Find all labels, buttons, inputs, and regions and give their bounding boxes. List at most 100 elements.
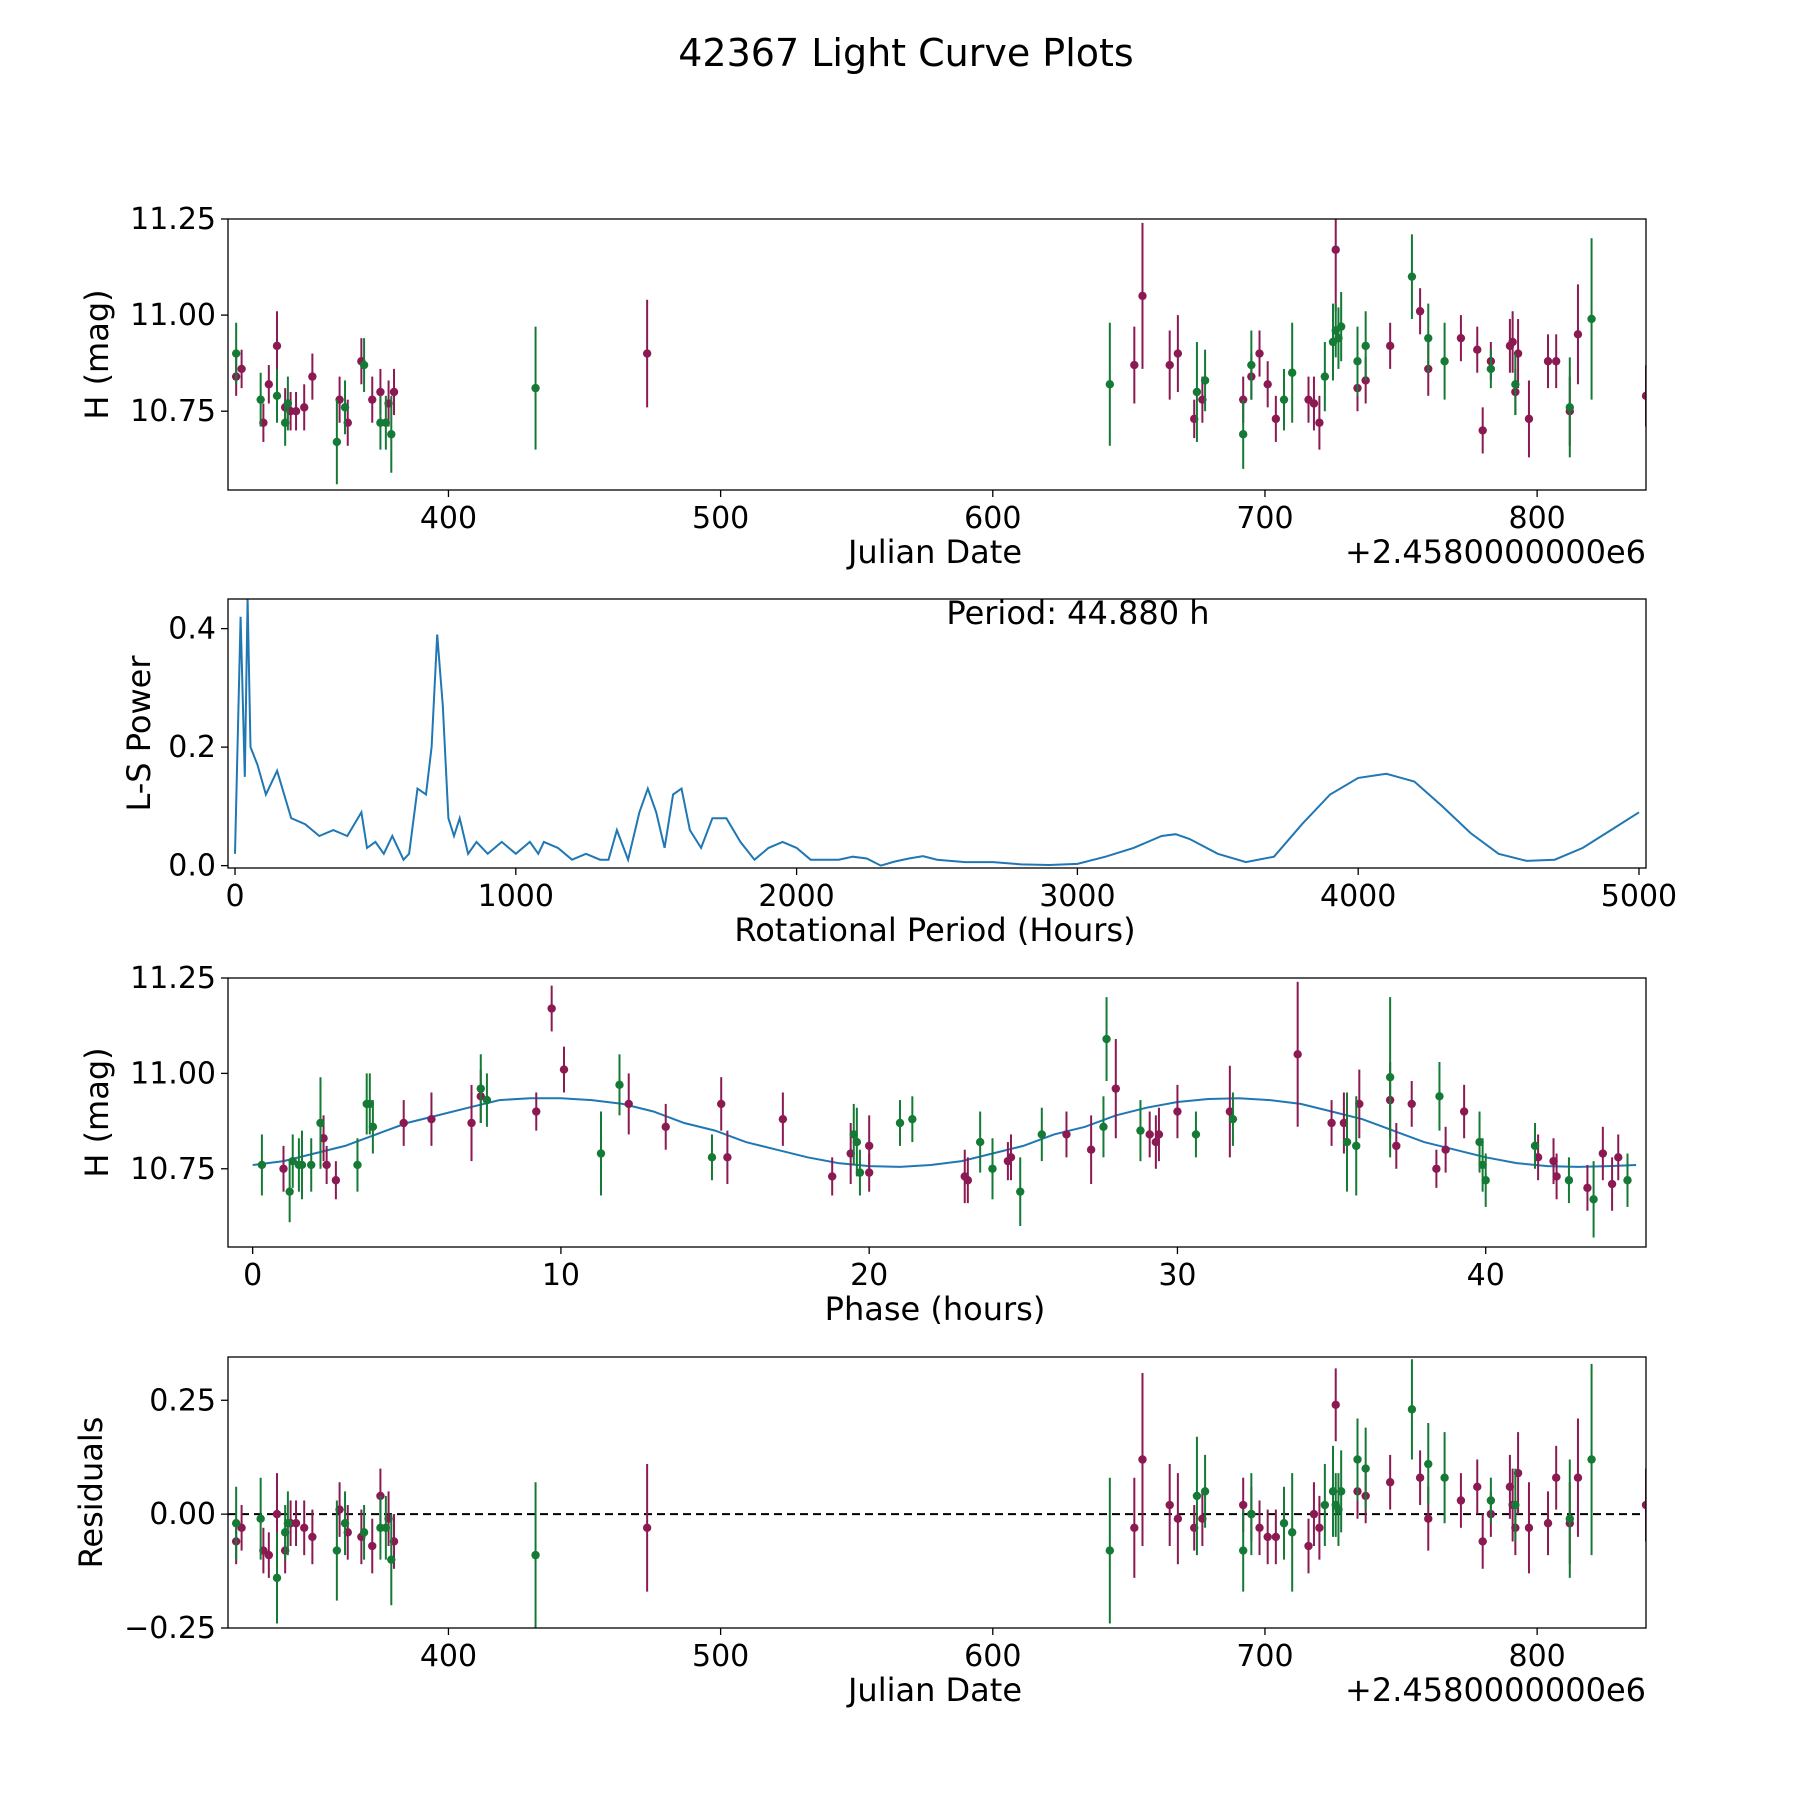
data-point-magenta (308, 1509, 317, 1565)
data-point-magenta (1614, 1134, 1623, 1181)
data-point-magenta (1473, 1459, 1482, 1515)
data-point-magenta (1473, 326, 1482, 373)
data-point-green (340, 380, 350, 435)
data-point-green (368, 1100, 378, 1154)
data-point-green (332, 399, 342, 485)
marker (1062, 1130, 1071, 1139)
data-point-green (340, 1491, 350, 1556)
data-point-magenta (368, 376, 377, 423)
marker (1111, 1084, 1120, 1093)
marker (1587, 314, 1596, 324)
marker (1353, 1455, 1362, 1464)
marker (1352, 1141, 1361, 1151)
marker (1099, 1122, 1108, 1132)
data-point-green (1247, 330, 1256, 400)
marker (1432, 1164, 1441, 1173)
fit-curve (252, 1097, 1637, 1168)
marker (1154, 1130, 1164, 1139)
data-point-green (285, 1161, 294, 1223)
data-point-magenta (1271, 395, 1281, 442)
y-tick-label: 10.75 (130, 394, 216, 429)
data-point-magenta (1130, 326, 1139, 404)
marker (1293, 1050, 1302, 1059)
marker (359, 1528, 369, 1537)
data-point-magenta (963, 1157, 973, 1204)
data-point-green (1511, 353, 1520, 416)
data-point-magenta (264, 365, 274, 404)
data-point-magenta (1165, 1464, 1174, 1547)
marker (1424, 1514, 1433, 1523)
period-annotation: Period: 44.880 h (946, 594, 1209, 632)
data-point-green (1440, 322, 1449, 400)
marker (340, 1519, 350, 1528)
data-point-green (387, 395, 396, 473)
data-point-green (1037, 1107, 1047, 1162)
data-point-magenta (1392, 1122, 1401, 1169)
data-point-magenta (1573, 1418, 1583, 1537)
marker (316, 1118, 325, 1128)
axes-frame (227, 1356, 1647, 1629)
data-point-green (596, 1111, 606, 1196)
residuals-panel: 400 500 600 700 800 −0.25 0.00 0.25 Julian Date R… (72, 1356, 1647, 1709)
marker (353, 1160, 362, 1170)
marker (1086, 1145, 1096, 1154)
marker (272, 341, 282, 351)
marker (1623, 1176, 1632, 1185)
marker (1130, 1523, 1139, 1532)
x-tick-label: 400 (420, 501, 477, 536)
data-point-green (256, 372, 265, 427)
marker (283, 1519, 293, 1528)
marker (1105, 380, 1115, 389)
data-point-green (1320, 1464, 1330, 1547)
data-point-green (1192, 342, 1202, 442)
y-tick-label: 0.0 (168, 849, 216, 884)
marker (368, 1541, 377, 1551)
data-point-green (1435, 1061, 1444, 1131)
marker (864, 1141, 874, 1151)
marker (1136, 1126, 1145, 1135)
phased-curve-panel: 0 10 20 30 40 10.75 11.00 11.25 Phase (hours) H (… (78, 961, 1647, 1328)
axes-frame (227, 218, 1647, 491)
data-point-magenta (1524, 1482, 1534, 1574)
data-point-magenta (1315, 395, 1324, 450)
marker (895, 1118, 905, 1128)
marker (1315, 1523, 1324, 1532)
x-tick-label: 0 (225, 879, 244, 914)
marker (1173, 349, 1183, 358)
data-point-green (316, 1077, 325, 1169)
marker (1191, 1130, 1201, 1139)
marker (1641, 1500, 1646, 1510)
data-point-green (476, 1054, 485, 1123)
marker (1481, 1176, 1490, 1185)
marker (1361, 341, 1370, 351)
x-tick-label: 5000 (1601, 879, 1677, 914)
marker (1327, 1118, 1336, 1128)
marker (1238, 1500, 1248, 1510)
data-point-green (1102, 997, 1111, 1082)
data-point-magenta (1385, 1454, 1395, 1510)
x-tick-label: 2000 (758, 879, 834, 914)
marker (1320, 372, 1330, 381)
marker (1524, 1523, 1534, 1532)
data-point-magenta (532, 1092, 541, 1131)
data-point-magenta (723, 1130, 732, 1185)
marker (1320, 1500, 1330, 1510)
data-point-magenta (1641, 1468, 1646, 1542)
marker (1255, 1523, 1264, 1532)
marker (1287, 1528, 1297, 1537)
x-tick-label: 0 (243, 1258, 262, 1293)
x-tick-label: 20 (850, 1258, 888, 1293)
marker (1228, 1114, 1238, 1124)
data-point-magenta (1111, 1039, 1120, 1139)
marker (717, 1099, 726, 1109)
data-point-green (707, 1134, 717, 1181)
data-point-green (852, 1107, 862, 1177)
marker (387, 1555, 396, 1564)
marker (291, 406, 301, 416)
data-point-magenta (427, 1092, 436, 1146)
marker (1440, 1473, 1449, 1482)
y-tick-label: 11.25 (130, 961, 216, 996)
marker (1006, 1153, 1016, 1162)
x-offset-label: +2.4580000000e6 (1345, 533, 1646, 571)
